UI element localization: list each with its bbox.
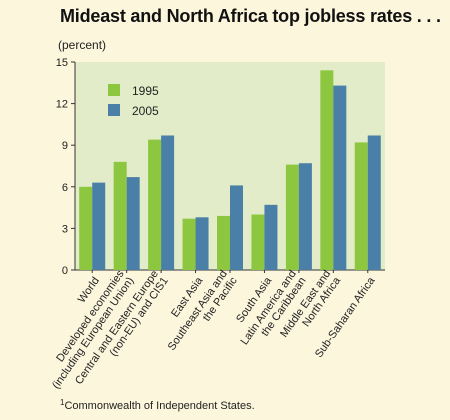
legend-label-2005: 2005: [132, 104, 159, 118]
y-tick-label: 3: [62, 223, 68, 235]
y-tick-label: 9: [62, 140, 68, 152]
bar-1995: [217, 215, 230, 270]
legend-swatch-2005: [108, 104, 120, 116]
bar-2005: [92, 182, 106, 270]
bar-1995: [113, 161, 127, 270]
bar-1995: [148, 139, 162, 270]
bar-1995: [251, 214, 265, 270]
bar-1995: [285, 164, 299, 270]
bar-2005: [195, 217, 209, 270]
y-tick-label: 15: [56, 57, 68, 69]
y-tick-label: 12: [56, 99, 68, 111]
bar-1995: [354, 142, 368, 270]
bar-2005: [333, 85, 347, 270]
bar-2005: [264, 204, 278, 270]
bar-2005: [298, 163, 312, 270]
footnote: 1Commonwealth of Independent States.: [60, 398, 255, 412]
footnote-text: Commonwealth of Independent States.: [64, 400, 255, 412]
footnote-marker: 1: [60, 398, 65, 407]
legend-swatch-1995: [108, 84, 120, 96]
unit-label: (percent): [58, 38, 107, 52]
bar-2005: [230, 185, 243, 270]
chart-title: Mideast and North Africa top jobless rat…: [60, 6, 441, 26]
bar-1995: [320, 70, 334, 270]
bar-2005: [161, 135, 175, 270]
y-tick-label: 6: [62, 182, 68, 194]
bar-2005: [126, 177, 140, 270]
legend-label-1995: 1995: [132, 84, 159, 98]
y-tick-label: 0: [62, 265, 68, 277]
bar-1995: [79, 186, 93, 270]
bar-1995: [182, 218, 196, 270]
bar-2005: [367, 135, 381, 270]
